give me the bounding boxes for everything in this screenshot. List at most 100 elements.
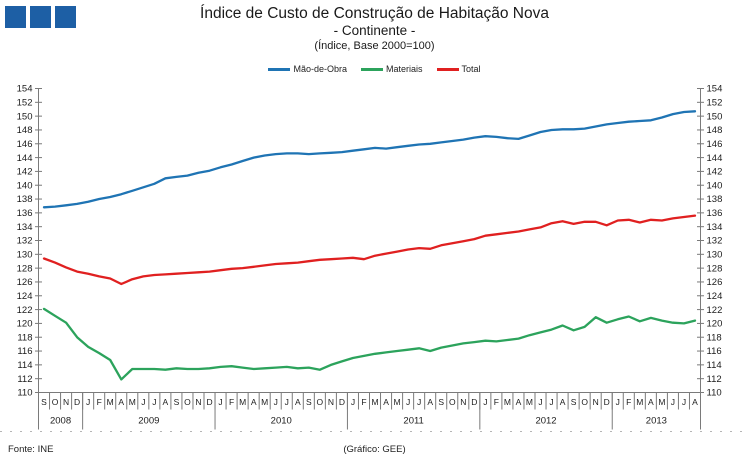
month-label: A [692, 397, 698, 407]
month-label: J [152, 397, 156, 407]
y-tick-label-right: 120 [707, 319, 723, 330]
y-tick-label-left: 126 [17, 277, 33, 288]
month-label: O [317, 397, 324, 407]
y-tick-label-left: 154 [17, 84, 33, 95]
month-label: M [107, 397, 114, 407]
logo-square [55, 6, 76, 28]
month-label: D [74, 397, 80, 407]
y-tick-label-left: 140 [17, 180, 33, 191]
month-label: O [52, 397, 59, 407]
y-tick-label-right: 144 [707, 153, 723, 164]
month-label: S [41, 397, 47, 407]
month-label: J [141, 397, 145, 407]
month-label: F [97, 397, 102, 407]
y-tick-label-left: 134 [17, 222, 33, 233]
month-label: D [471, 397, 477, 407]
month-label: J [538, 397, 542, 407]
year-label: 2012 [535, 416, 556, 427]
y-tick-label-right: 132 [707, 236, 723, 247]
month-label: F [494, 397, 499, 407]
month-label: J [351, 397, 355, 407]
y-tick-label-left: 148 [17, 125, 33, 136]
month-label: M [636, 397, 643, 407]
chart-caption: (Índice, Base 2000=100) [314, 40, 435, 53]
month-label: F [229, 397, 234, 407]
y-tick-label-right: 118 [707, 332, 722, 343]
month-label: M [239, 397, 246, 407]
month-label: A [295, 397, 301, 407]
month-label: F [361, 397, 366, 407]
source-note: Fonte: INE [8, 444, 54, 455]
legend-item-mao-de-obra: Mão-de-Obra [268, 64, 347, 74]
month-label: A [427, 397, 433, 407]
y-tick-label-right: 116 [707, 346, 722, 357]
y-tick-label-left: 112 [17, 374, 32, 385]
month-label: F [626, 397, 631, 407]
month-label: J [682, 397, 686, 407]
month-label: A [163, 397, 169, 407]
y-tick-label-left: 136 [17, 208, 33, 219]
month-label: M [526, 397, 533, 407]
y-tick-label-left: 128 [17, 263, 33, 274]
month-label: A [560, 397, 566, 407]
month-label: J [86, 397, 90, 407]
chart-title: Índice de Custo de Construção de Habitaç… [200, 5, 549, 22]
month-label: D [206, 397, 212, 407]
y-tick-label-left: 114 [17, 360, 32, 371]
y-tick-label-left: 130 [17, 250, 33, 261]
month-label: O [449, 397, 456, 407]
month-label: D [604, 397, 610, 407]
y-tick-label-left: 152 [17, 98, 33, 109]
month-label: S [438, 397, 444, 407]
legend-label: Materiais [386, 64, 423, 74]
y-tick-label-left: 122 [17, 305, 33, 316]
month-label: N [593, 397, 599, 407]
y-tick-label-right: 112 [707, 374, 722, 385]
month-label: N [195, 397, 201, 407]
month-label: M [129, 397, 136, 407]
chart-legend: Mão-de-Obra Materiais Total [0, 64, 749, 74]
y-tick-label-left: 150 [17, 111, 33, 122]
y-tick-label-right: 126 [707, 277, 723, 288]
month-label: S [306, 397, 312, 407]
month-label: M [658, 397, 665, 407]
year-label: 2009 [138, 416, 159, 427]
month-label: A [516, 397, 522, 407]
month-label: A [118, 397, 124, 407]
y-tick-label-right: 146 [707, 139, 723, 150]
credit-note: (Gráfico: GEE) [343, 444, 406, 455]
month-label: A [251, 397, 257, 407]
y-tick-label-right: 130 [707, 250, 723, 261]
month-label: J [671, 397, 675, 407]
month-label: S [571, 397, 577, 407]
legend-label: Total [461, 64, 481, 74]
month-label: J [406, 397, 410, 407]
legend-line-swatch [268, 67, 291, 71]
y-tick-label-right: 154 [707, 84, 723, 95]
y-tick-label-right: 134 [707, 222, 723, 233]
y-tick-label-left: 142 [17, 167, 33, 178]
y-tick-label-left: 138 [17, 194, 33, 205]
y-tick-label-left: 110 [17, 388, 32, 399]
y-tick-label-right: 124 [707, 291, 723, 302]
legend-line-swatch [361, 67, 383, 71]
y-tick-label-right: 142 [707, 167, 723, 178]
month-label: O [184, 397, 191, 407]
series-line-total [42, 214, 697, 286]
y-tick-label-left: 124 [17, 291, 33, 302]
y-tick-label-left: 132 [17, 236, 33, 247]
series-line-materiais [42, 307, 697, 381]
y-tick-label-right: 128 [707, 263, 723, 274]
y-tick-label-right: 152 [707, 98, 723, 109]
month-label: A [648, 397, 654, 407]
y-tick-label-right: 136 [707, 208, 723, 219]
y-tick-label-right: 148 [707, 125, 723, 136]
y-tick-label-left: 146 [17, 139, 33, 150]
y-tick-label-right: 122 [707, 305, 723, 316]
y-tick-label-left: 120 [17, 319, 33, 330]
logo-square [30, 6, 51, 28]
month-label: M [394, 397, 401, 407]
month-label: O [581, 397, 588, 407]
